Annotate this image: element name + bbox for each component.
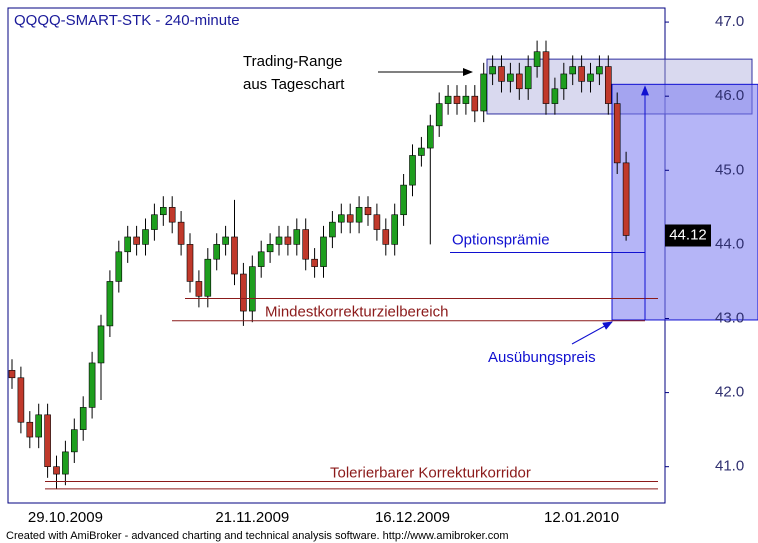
candle-body	[284, 236, 292, 245]
candle-body	[195, 281, 203, 297]
candle-body	[88, 362, 96, 408]
candle-body	[507, 73, 514, 82]
candle-body	[569, 66, 577, 75]
last-price-label: 44.12	[669, 226, 707, 243]
candle-body	[382, 229, 390, 245]
strike-box	[611, 83, 758, 321]
candle-body	[266, 244, 274, 253]
candle-body	[44, 414, 51, 467]
candle-body	[515, 73, 523, 90]
candle-body	[115, 251, 123, 282]
y-tick-label: 42.0	[715, 384, 744, 401]
candle-body	[587, 73, 594, 82]
candle-body	[613, 103, 621, 164]
premium-label: Optionsprämie	[452, 232, 550, 249]
candle-body	[435, 103, 443, 127]
candle-body	[275, 236, 283, 245]
candle-body	[35, 414, 43, 438]
candle-body	[213, 244, 220, 260]
candle-body	[426, 125, 434, 149]
candle-body	[62, 451, 69, 475]
candle-body	[106, 281, 114, 327]
candle-body	[551, 88, 559, 104]
candle-body	[293, 229, 301, 245]
candle-body	[364, 207, 372, 216]
candle-body	[337, 214, 345, 223]
candle-body	[400, 184, 407, 216]
range-label: Trading-Range	[243, 53, 343, 70]
candle-body	[346, 214, 354, 223]
chart-title: QQQQ-SMART-STK - 240-minute	[14, 12, 240, 29]
candle-body	[177, 221, 185, 245]
candle-body	[8, 370, 16, 379]
strike-arrow	[571, 321, 613, 345]
strike-label: Ausübungspreis	[488, 349, 596, 366]
candle-body	[489, 66, 496, 75]
candle-body	[471, 95, 479, 112]
candle-body	[604, 66, 612, 104]
candle-body	[355, 207, 363, 223]
candle-body	[257, 251, 265, 267]
range-label: aus Tageschart	[243, 76, 345, 93]
candle-body	[71, 429, 78, 453]
candle-body	[302, 229, 310, 260]
candle-body	[542, 51, 550, 104]
y-tick-label: 44.0	[715, 235, 744, 252]
candle-body	[240, 273, 247, 312]
y-tick-label: 47.0	[715, 13, 744, 30]
candle-body	[533, 51, 541, 67]
y-tick-label: 45.0	[715, 161, 744, 178]
candle-body	[79, 407, 87, 430]
candle-body	[453, 95, 461, 104]
candle-body	[329, 221, 336, 238]
last-price-box	[665, 224, 711, 247]
candle-body	[578, 66, 585, 82]
candle-body	[53, 466, 60, 475]
candle-body	[124, 236, 131, 253]
y-tick-label: 46.0	[715, 87, 744, 104]
candle-body	[249, 266, 256, 312]
candle-body	[133, 236, 140, 245]
candle-body	[142, 229, 149, 245]
x-tick-label: 12.01.2010	[544, 509, 619, 526]
candle-body	[462, 95, 470, 104]
candle-body	[480, 73, 488, 112]
candle-body	[409, 155, 416, 186]
x-tick-label: 16.12.2009	[375, 509, 450, 526]
candle-body	[204, 258, 212, 297]
x-tick-label: 29.10.2009	[28, 509, 103, 526]
candle-body	[622, 162, 630, 236]
candle-body	[391, 214, 399, 245]
candle-body	[222, 236, 229, 245]
candle-body	[498, 66, 505, 82]
x-tick-label: 21.11.2009	[215, 509, 289, 526]
candle-body	[26, 421, 34, 438]
candle-body	[444, 95, 452, 104]
y-tick-label: 43.0	[715, 309, 744, 326]
candle-body	[160, 207, 167, 216]
candle-body	[17, 377, 25, 423]
candle-body	[97, 325, 105, 364]
candle-body	[373, 214, 381, 230]
candle-body	[151, 214, 158, 230]
candle-body	[231, 236, 238, 275]
candle-body	[168, 207, 176, 223]
footer: Created with AmiBroker - advanced charti…	[6, 530, 509, 542]
y-tick-label: 41.0	[715, 458, 744, 475]
candle-body	[186, 244, 194, 282]
candle-body	[320, 236, 327, 267]
candle-body	[596, 66, 603, 75]
candle-body	[524, 66, 532, 90]
tolerance-label: Tolerierbarer Korrekturkorridor	[330, 464, 531, 481]
candle-body	[418, 147, 425, 156]
candle-body	[311, 258, 318, 267]
candle-body	[560, 73, 568, 90]
min-correction-label: Mindestkorrekturzielbereich	[265, 303, 448, 320]
